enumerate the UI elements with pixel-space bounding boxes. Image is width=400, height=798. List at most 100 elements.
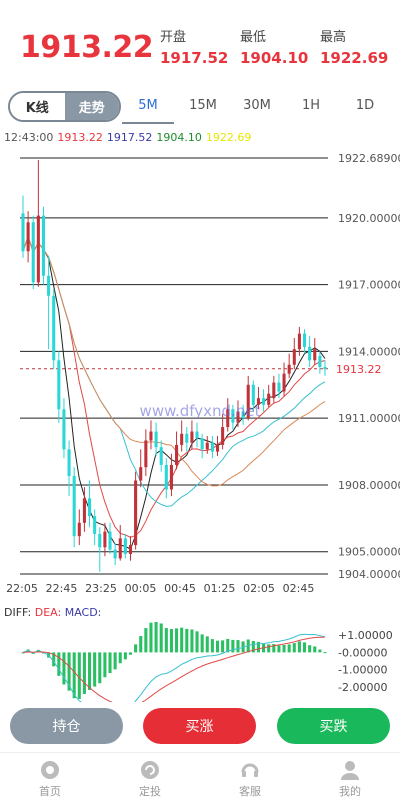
candle-body <box>318 355 322 367</box>
open-value: 1917.52 <box>160 49 229 67</box>
macd-bar <box>123 652 127 660</box>
candle-body <box>128 545 133 554</box>
y-tick-label: 1914.00000 <box>338 345 400 358</box>
candle <box>190 420 194 450</box>
timeframe-5m[interactable]: 5M <box>138 98 158 113</box>
nav-service-label: 客服 <box>239 785 261 798</box>
moving-average-line <box>22 235 326 550</box>
candle <box>82 487 86 532</box>
candle <box>159 440 163 472</box>
candle <box>175 431 179 470</box>
buy-down-button[interactable]: 买跌 <box>277 708 390 744</box>
candle <box>256 387 260 410</box>
candle-body <box>41 215 46 276</box>
candle <box>72 467 76 548</box>
candle-body <box>323 366 327 370</box>
candle-body <box>159 447 163 465</box>
current-price: 1913.22 <box>20 30 154 65</box>
timeframe-1h[interactable]: 1H <box>301 98 321 113</box>
candle <box>149 420 153 450</box>
macd-bar <box>52 652 56 667</box>
candle <box>154 422 158 457</box>
y-tick-label: 1908.00000 <box>338 479 400 492</box>
candle-body <box>77 522 81 537</box>
macd-bar <box>195 631 199 653</box>
kline-tab[interactable]: K线 <box>10 93 65 120</box>
macd-bar <box>144 628 148 653</box>
macd-bar <box>246 639 250 653</box>
candle <box>246 375 250 421</box>
candle-body <box>164 464 168 490</box>
candle <box>226 398 230 432</box>
candle <box>123 533 127 559</box>
macd-y-tick-label: -2.00000 <box>338 681 387 694</box>
candle <box>185 427 189 452</box>
home-icon <box>41 761 59 779</box>
macd-bar <box>180 627 184 653</box>
macd-bar <box>251 640 255 653</box>
timeframe-15m[interactable]: 15M <box>189 98 217 113</box>
candle-body <box>308 346 312 361</box>
info-low: 1904.10 <box>156 131 202 144</box>
candle-body <box>67 449 71 477</box>
nav-schedule[interactable]: 定投 <box>110 759 190 798</box>
macd-bar <box>221 640 225 653</box>
open-stat: 开盘 1917.52 <box>160 26 228 67</box>
trend-tab[interactable]: 走势 <box>64 93 119 120</box>
candle <box>88 480 92 528</box>
candle <box>77 509 81 546</box>
macd-chart: +1.00000 -0.00000 -1.00000 -2.00000 <box>21 622 393 702</box>
macd-bar <box>190 629 194 653</box>
macd-bar <box>21 652 25 654</box>
legend-dea: DEA: <box>34 606 62 619</box>
low-value: 1904.10 <box>240 49 309 67</box>
hold-button[interactable]: 持仓 <box>10 708 123 744</box>
candle-body <box>195 431 199 439</box>
macd-bar <box>302 642 307 653</box>
candle <box>251 380 255 412</box>
macd-bar <box>93 652 97 687</box>
buy-up-button[interactable]: 买涨 <box>143 708 256 744</box>
candle-body <box>246 384 250 419</box>
macd-legend: DIFF: DEA: MACD: <box>4 606 101 619</box>
macd-bar <box>88 652 92 690</box>
candle <box>323 360 327 376</box>
candle-body <box>36 215 40 283</box>
macd-bar <box>272 644 276 653</box>
candle-body <box>282 373 286 392</box>
macd-bar <box>134 644 138 653</box>
candle <box>287 353 291 379</box>
macd-bar <box>185 628 189 653</box>
candle-body <box>175 444 179 465</box>
candle-body <box>57 360 61 410</box>
nav-home[interactable]: 首页 <box>10 759 90 798</box>
macd-bar <box>72 652 76 699</box>
high-value: 1922.69 <box>320 49 389 67</box>
candle <box>241 404 245 425</box>
candle <box>21 195 25 258</box>
x-tick-label: 01:25 <box>204 582 236 593</box>
candle-body <box>277 382 281 392</box>
macd-bar <box>210 639 214 653</box>
macd-bar <box>297 641 301 653</box>
candle-body <box>88 498 92 517</box>
y-tick-label: 1904.00000 <box>338 568 400 581</box>
candlestick-chart[interactable]: 1922.68900 1920.00000 1917.00000 1914.00000… <box>0 148 400 593</box>
candle <box>282 362 286 396</box>
candle-body <box>200 438 204 450</box>
ohlc-info-row: 12:43:00 1913.22 1917.52 1904.10 1922.69 <box>4 131 255 144</box>
timeframe-1d[interactable]: 1D <box>355 98 375 113</box>
macd-bar <box>108 652 112 674</box>
candle-body <box>134 480 138 546</box>
timeframe-underline <box>122 122 174 124</box>
candle-body <box>226 409 230 428</box>
macd-bar <box>313 646 317 653</box>
nav-me[interactable]: 我的 <box>310 759 390 798</box>
chart-mode-toggle[interactable]: K线 走势 <box>8 91 121 122</box>
y-tick-label: 1911.00000 <box>338 412 400 425</box>
candle-body <box>262 398 266 405</box>
nav-service[interactable]: 客服 <box>210 759 290 798</box>
timeframe-30m[interactable]: 30M <box>243 98 271 113</box>
candle-body <box>267 393 271 405</box>
candle <box>47 255 51 350</box>
